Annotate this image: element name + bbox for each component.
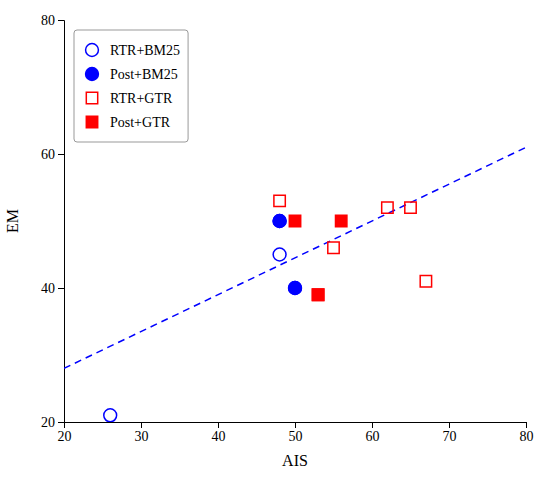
tick-mark (449, 422, 450, 428)
legend-symbol (86, 68, 99, 81)
legend-symbol (86, 92, 97, 103)
point (289, 282, 302, 295)
tick-label: 60 (366, 429, 380, 444)
legend-entry: RTR+BM25 (86, 43, 181, 58)
tick-mark (526, 422, 527, 428)
tick-mark (141, 422, 142, 428)
tick: 70 (443, 422, 457, 444)
point (328, 242, 339, 253)
axis-line (58, 21, 65, 423)
legend-label: RTR+GTR (110, 91, 173, 106)
chart: 2030405060708020406080RTR+BM25Post+BM25R… (0, 0, 550, 480)
tick-mark (58, 422, 64, 423)
tick: 30 (135, 422, 149, 444)
point (335, 215, 346, 226)
tick: 80 (520, 422, 534, 444)
legend-entry: RTR+GTR (86, 91, 173, 106)
tick-label: 30 (135, 429, 149, 444)
legend-symbol (86, 44, 99, 57)
y-axis-title: EM (4, 209, 21, 233)
tick: 40 (212, 422, 226, 444)
plot: 2030405060708020406080RTR+BM25Post+BM25R… (41, 13, 534, 444)
axis-line (65, 423, 527, 429)
tick-label: 40 (212, 429, 226, 444)
tick: 20 (41, 415, 64, 430)
legend-box (74, 30, 188, 142)
tick-mark (58, 20, 64, 21)
tick-mark (295, 422, 296, 428)
tick-label: 50 (289, 429, 303, 444)
legend-entry: Post+GTR (86, 115, 170, 130)
tick-label: 70 (443, 429, 457, 444)
point (312, 289, 323, 300)
tick: 60 (366, 422, 380, 444)
point (273, 248, 286, 261)
tick-label: 40 (41, 281, 55, 296)
legend-entry: Post+BM25 (86, 67, 178, 82)
tick: 50 (289, 422, 303, 444)
legend-symbol (86, 116, 97, 127)
legend-label: Post+GTR (110, 115, 171, 130)
tick: 80 (41, 13, 64, 28)
line (64, 147, 526, 368)
point (420, 276, 431, 287)
tick-label: 60 (41, 147, 55, 162)
tick-label: 80 (41, 13, 55, 28)
tick-mark (58, 288, 64, 289)
point (382, 202, 393, 213)
tick-mark (58, 154, 64, 155)
x-axis: 20 30 40 50 60 70 80 (58, 422, 534, 444)
legend-label: Post+BM25 (110, 67, 178, 82)
marks (64, 147, 526, 421)
point (312, 289, 323, 300)
tick: 40 (41, 281, 64, 296)
tick-label: 20 (58, 429, 72, 444)
point (289, 215, 300, 226)
point (104, 409, 117, 422)
tick: 60 (41, 147, 64, 162)
x-axis-title: AIS (282, 452, 308, 469)
tick-mark (218, 422, 219, 428)
point (273, 215, 286, 228)
legend-label: RTR+BM25 (110, 43, 180, 58)
point (289, 282, 302, 295)
tick-label: 20 (41, 415, 55, 430)
legend: RTR+BM25 Post+BM25 RTR+GTR Post+GTR (74, 30, 188, 142)
point (405, 202, 416, 213)
point (273, 215, 286, 228)
y-axis: 20 40 60 80 (41, 13, 65, 430)
tick: 20 (58, 422, 72, 444)
point (274, 195, 285, 206)
tick-label: 80 (520, 429, 534, 444)
tick-mark (372, 422, 373, 428)
